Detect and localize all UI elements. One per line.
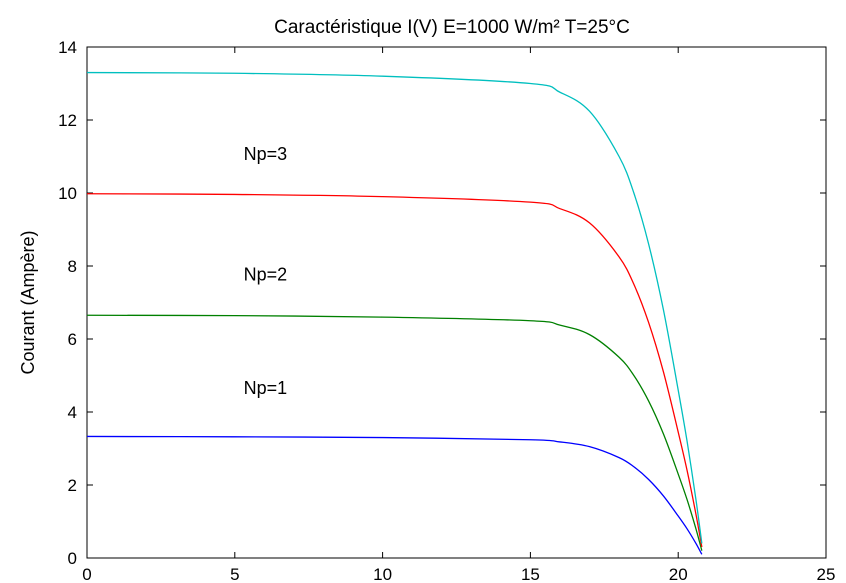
- x-axis: 0 5 10 15 20 25: [82, 47, 835, 583]
- series-annotation: Np=2: [244, 265, 288, 285]
- series-line-3: [86, 193, 703, 548]
- y-tick-label: 12: [58, 111, 77, 130]
- y-tick-label: 2: [68, 476, 77, 495]
- x-tick-label: 5: [230, 565, 239, 583]
- series-annotation: Np=3: [244, 144, 288, 164]
- x-tick-label: 10: [373, 565, 392, 583]
- y-tick-label: 10: [58, 184, 77, 203]
- annotation-layer: Np=3 Np=2 Np=1: [244, 144, 288, 398]
- y-axis: 0 2 4 6 8 10 12 14: [58, 38, 826, 568]
- y-tick-label: 0: [68, 549, 77, 568]
- y-tick-label: 4: [68, 403, 77, 422]
- series-line-4: [86, 71, 703, 544]
- series-annotation: Np=1: [244, 378, 288, 398]
- series-line-2: [86, 314, 703, 551]
- x-tick-label: 15: [521, 565, 540, 583]
- y-axis-label: Courant (Ampère): [18, 230, 38, 374]
- plot-area: [86, 46, 827, 559]
- x-tick-label: 20: [669, 565, 688, 583]
- plot-frame: [86, 46, 827, 559]
- chart-title: Caractéristique I(V) E=1000 W/m² T=25°C: [274, 17, 630, 38]
- series-line-1: [86, 435, 703, 555]
- x-tick-label: 0: [82, 565, 91, 583]
- series-layer: [86, 71, 703, 555]
- x-tick-label: 25: [817, 565, 836, 583]
- y-tick-label: 8: [68, 257, 77, 276]
- y-tick-label: 14: [58, 38, 77, 57]
- y-tick-label: 6: [68, 330, 77, 349]
